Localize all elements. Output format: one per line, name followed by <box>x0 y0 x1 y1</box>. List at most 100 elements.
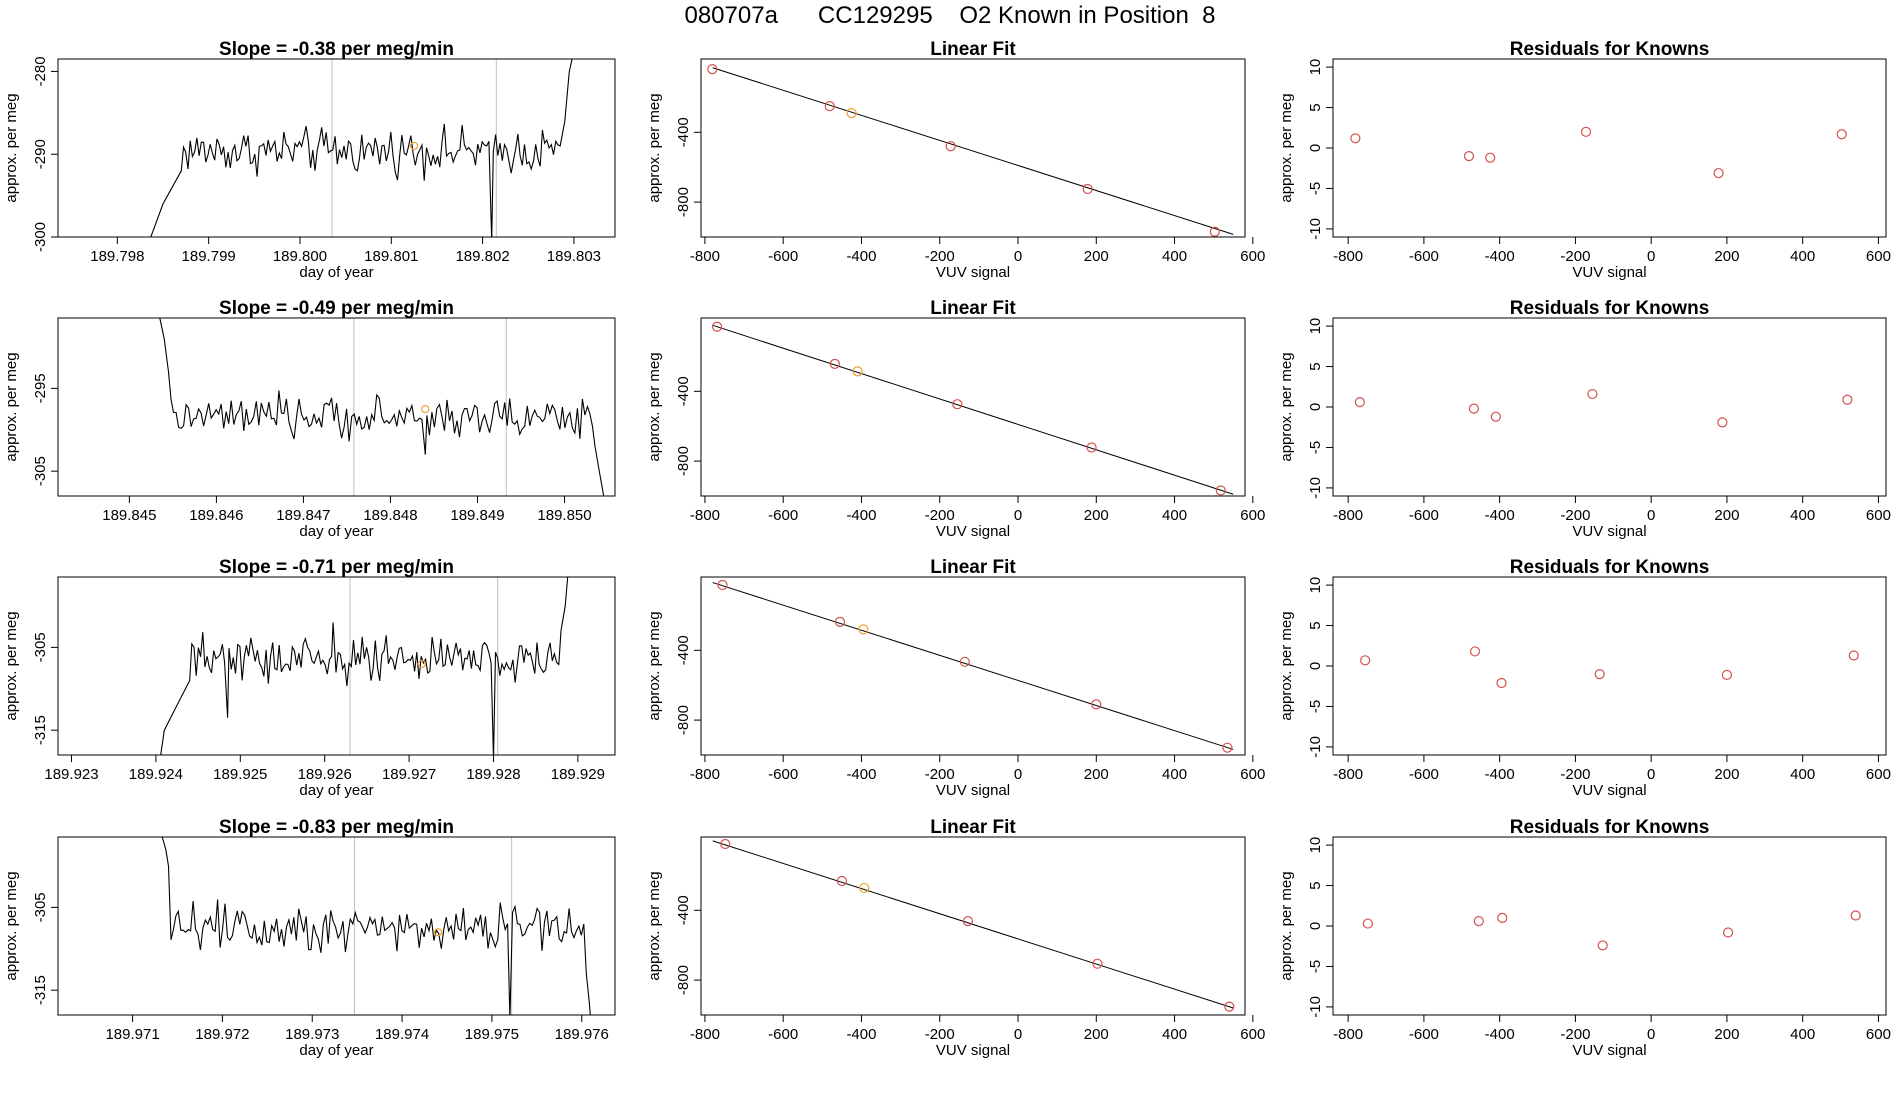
y-axis-label: approx. per meg <box>646 93 663 202</box>
x-tick-label: 0 <box>1014 1026 1022 1043</box>
x-tick-label: 189.975 <box>465 1026 519 1043</box>
x-tick-label: -600 <box>768 507 798 524</box>
x-tick-label: 189.976 <box>555 1026 609 1043</box>
known-point <box>1468 403 1480 414</box>
x-tick-label: -600 <box>768 766 798 783</box>
x-tick-label: 0 <box>1014 507 1022 524</box>
panel-timeseries-row3: Slope = -0.71 per meg/min 189.923 189.924 1… <box>3 557 616 799</box>
y-axis-label: approx. per meg <box>1278 611 1295 720</box>
x-tick-label: 189.928 <box>466 766 520 783</box>
y-axis-label: approx. per meg <box>3 611 20 720</box>
y-tick-label: 10 <box>1307 577 1324 594</box>
x-tick-label: -200 <box>1560 507 1590 524</box>
y-tick-label: -315 <box>32 975 49 1005</box>
panel-fit-row1: Linear Fit -800 -600 -400 -200 0 200 400 600 -400… <box>646 39 1265 281</box>
x-tick-label: 189.847 <box>276 507 330 524</box>
x-tick-label: 189.924 <box>129 766 183 783</box>
plot-data <box>1350 126 1847 179</box>
known-point <box>1086 442 1097 453</box>
x-tick-label: 200 <box>1714 248 1739 265</box>
x-tick-label: 0 <box>1014 248 1022 265</box>
x-tick-label: -400 <box>846 766 876 783</box>
x-axis-label: day of year <box>299 264 373 281</box>
known-point <box>959 656 970 667</box>
known-point <box>1713 167 1724 179</box>
known-point <box>1092 958 1103 969</box>
x-tick-label: 189.802 <box>455 248 509 265</box>
plot-frame <box>57 576 616 756</box>
known-point <box>711 321 723 332</box>
known-point-highlight <box>846 107 857 119</box>
fit-line <box>712 840 1234 1009</box>
x-tick-label: -400 <box>846 507 876 524</box>
plot-data <box>712 579 1234 753</box>
x-tick-label: 189.972 <box>195 1026 249 1043</box>
plot-frame <box>1332 58 1887 238</box>
x-tick-label: 189.848 <box>363 507 417 524</box>
plot-frame <box>700 836 1246 1016</box>
x-tick-label: 189.973 <box>285 1026 339 1043</box>
known-point <box>1362 918 1373 929</box>
y-tick-label: -5 <box>1307 441 1324 454</box>
panel-title: Residuals for Knowns <box>1510 817 1710 838</box>
x-tick-label: 400 <box>1162 766 1187 783</box>
x-tick-label: 189.845 <box>102 507 156 524</box>
x-tick-label: 600 <box>1866 766 1891 783</box>
known-point <box>1490 411 1501 422</box>
known-point <box>824 101 835 112</box>
y-axis-label: approx. per meg <box>646 871 663 980</box>
x-tick-label: 189.799 <box>182 248 236 265</box>
x-axis-label: day of year <box>299 523 373 540</box>
plot-frame <box>700 58 1246 238</box>
plot-frame <box>57 836 616 1016</box>
plot-data <box>707 64 1234 237</box>
panel-residuals-row4: Residuals for Knowns -800 -600 -400 -200 0 200… <box>1278 817 1891 1059</box>
x-axis-label: VUV signal <box>936 1042 1010 1059</box>
y-axis-label: approx. per meg <box>3 352 20 461</box>
known-point <box>945 141 956 152</box>
x-tick-label: -200 <box>925 766 955 783</box>
x-tick-label: 0 <box>1647 766 1655 783</box>
x-tick-label: -800 <box>690 766 720 783</box>
known-point <box>1215 485 1226 496</box>
panel-fit-row3: Linear Fit -800 -600 -400 -200 0 200 400 600 -400… <box>646 557 1265 799</box>
y-tick-label: -10 <box>1307 218 1324 240</box>
panel-title: Linear Fit <box>930 298 1016 319</box>
x-tick-label: 400 <box>1790 507 1815 524</box>
y-tick-label: -10 <box>1307 996 1324 1018</box>
x-tick-label: 600 <box>1240 1026 1265 1043</box>
known-point <box>1354 397 1365 408</box>
y-tick-label: -315 <box>32 715 49 745</box>
y-tick-label: -10 <box>1307 477 1324 499</box>
panel-timeseries-row2: Slope = -0.49 per meg/min 189.845 189.846 1… <box>3 298 616 540</box>
known-point <box>707 64 718 75</box>
x-tick-label: -400 <box>1485 766 1515 783</box>
plot-data <box>1360 646 1859 689</box>
known-point <box>1082 183 1093 195</box>
y-tick-label: -5 <box>1307 960 1324 973</box>
x-axis-label: VUV signal <box>1572 782 1646 799</box>
x-tick-label: -800 <box>690 1026 720 1043</box>
known-point <box>836 875 847 887</box>
plot-data <box>159 318 605 496</box>
y-axis-label: approx. per meg <box>3 93 20 202</box>
x-tick-label: -600 <box>1409 248 1439 265</box>
panel-title: Residuals for Knowns <box>1510 298 1710 319</box>
plot-frame <box>700 317 1246 497</box>
known-point <box>1469 646 1481 657</box>
panel-title: Linear Fit <box>930 39 1016 60</box>
x-tick-label: 0 <box>1647 248 1655 265</box>
x-tick-label: 200 <box>1714 766 1739 783</box>
x-tick-label: 400 <box>1162 248 1187 265</box>
plot-frame <box>1332 317 1887 497</box>
x-tick-label: 189.925 <box>213 766 267 783</box>
timeseries-trace <box>150 59 573 237</box>
plot-data <box>150 59 573 237</box>
plot-frame <box>1332 576 1887 756</box>
x-tick-label: -400 <box>1485 1026 1515 1043</box>
y-tick-label: -295 <box>32 373 49 403</box>
x-tick-label: 200 <box>1714 1026 1739 1043</box>
x-tick-label: 0 <box>1647 507 1655 524</box>
y-tick-label: -5 <box>1307 700 1324 713</box>
x-tick-label: 400 <box>1162 507 1187 524</box>
